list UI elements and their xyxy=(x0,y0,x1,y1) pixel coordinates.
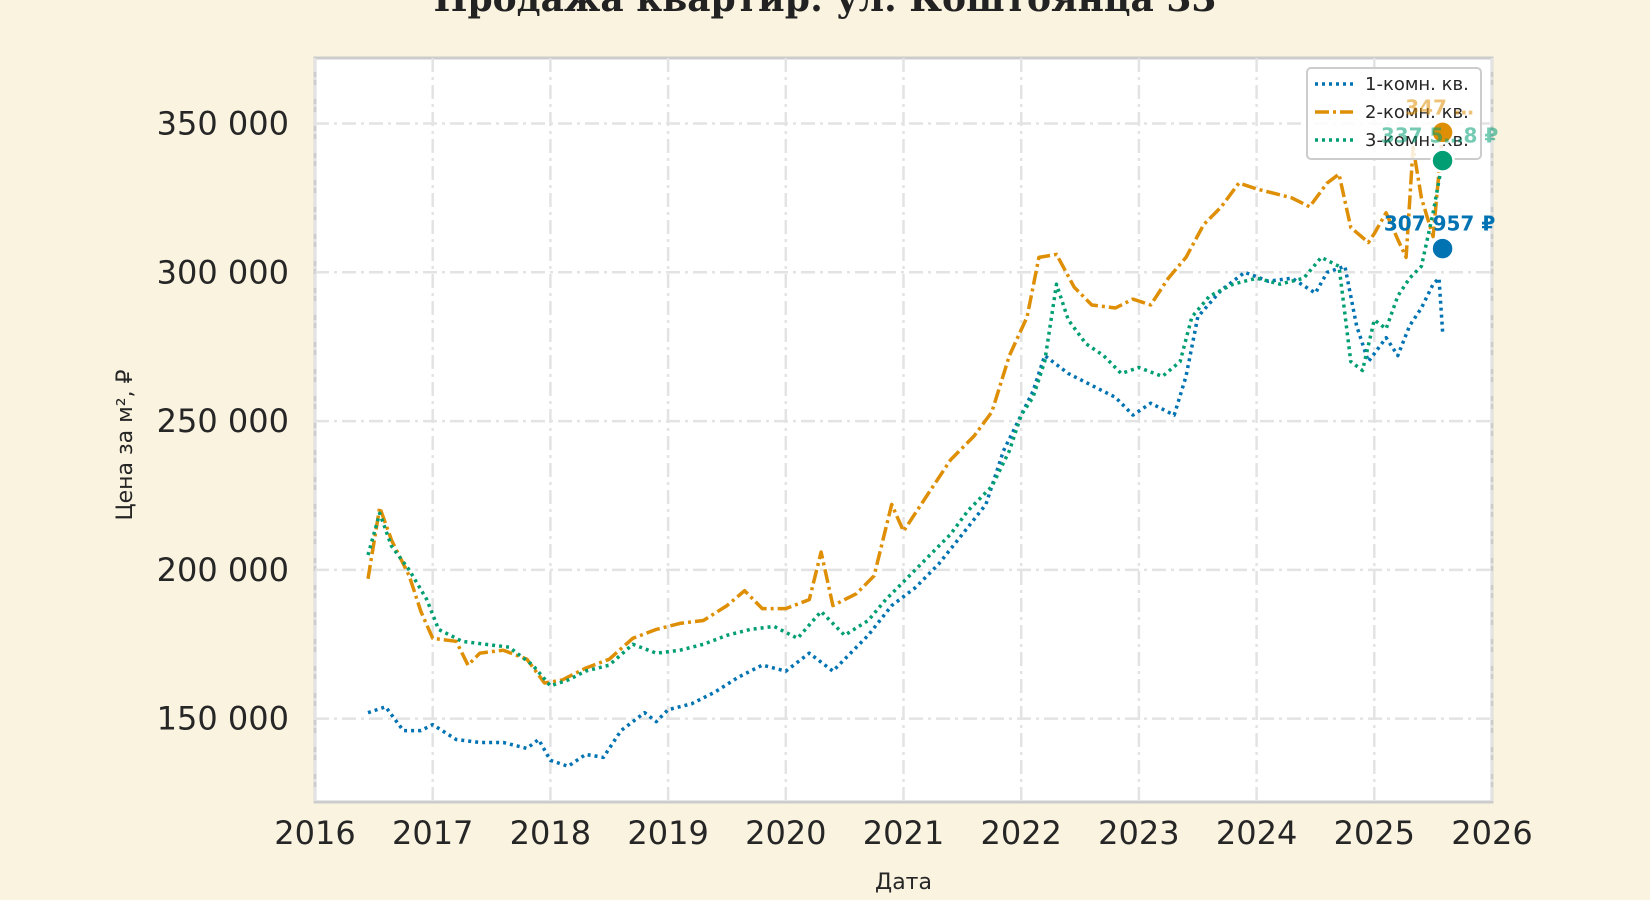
x-tick-label: 2023 xyxy=(1098,814,1179,852)
y-tick-label: 150 000 xyxy=(157,700,289,738)
y-tick-label: 200 000 xyxy=(157,551,289,589)
y-tick-label: 250 000 xyxy=(157,402,289,440)
end-marker xyxy=(1430,148,1455,173)
legend-entry: 2-комн. кв. xyxy=(1365,102,1469,123)
end-value-label: 347 … xyxy=(1405,95,1474,119)
x-tick-label: 2026 xyxy=(1451,814,1532,852)
y-tick-label: 300 000 xyxy=(157,253,289,291)
y-axis-label: Цена за м², ₽ xyxy=(113,369,138,520)
end-markers: 307 957 ₽ 347 … 337 5…8 ₽ xyxy=(1381,95,1499,261)
chart-title: Продажа квартир: ул. Коштоянца 33 xyxy=(0,0,1650,20)
series-lines xyxy=(366,132,1445,769)
end-value-label: 307 957 ₽ xyxy=(1384,212,1495,236)
x-tick-label: 2024 xyxy=(1216,814,1297,852)
x-tick-label: 2021 xyxy=(863,814,944,852)
series-line-2 xyxy=(366,132,1445,685)
end-marker xyxy=(1430,236,1455,261)
x-tick-label: 2019 xyxy=(627,814,708,852)
x-tick-label: 2016 xyxy=(274,814,355,852)
y-tick-label: 350 000 xyxy=(157,104,289,142)
series-line-3 xyxy=(366,160,1445,688)
x-tick-label: 2022 xyxy=(980,814,1061,852)
x-tick-label: 2017 xyxy=(392,814,473,852)
end-marker xyxy=(1430,120,1455,145)
axis-ticks: 2016 2017 2018 2019 2020 2021 2022 2023 2024 2025… xyxy=(157,104,1533,852)
end-value-label: 337 5…8 ₽ xyxy=(1381,124,1499,148)
grid xyxy=(313,58,1494,802)
x-tick-label: 2025 xyxy=(1334,814,1415,852)
legend-entry: 1-комн. кв. xyxy=(1365,74,1469,95)
x-axis-label: Дата xyxy=(875,870,932,895)
x-tick-label: 2020 xyxy=(745,814,826,852)
x-tick-label: 2018 xyxy=(510,814,591,852)
